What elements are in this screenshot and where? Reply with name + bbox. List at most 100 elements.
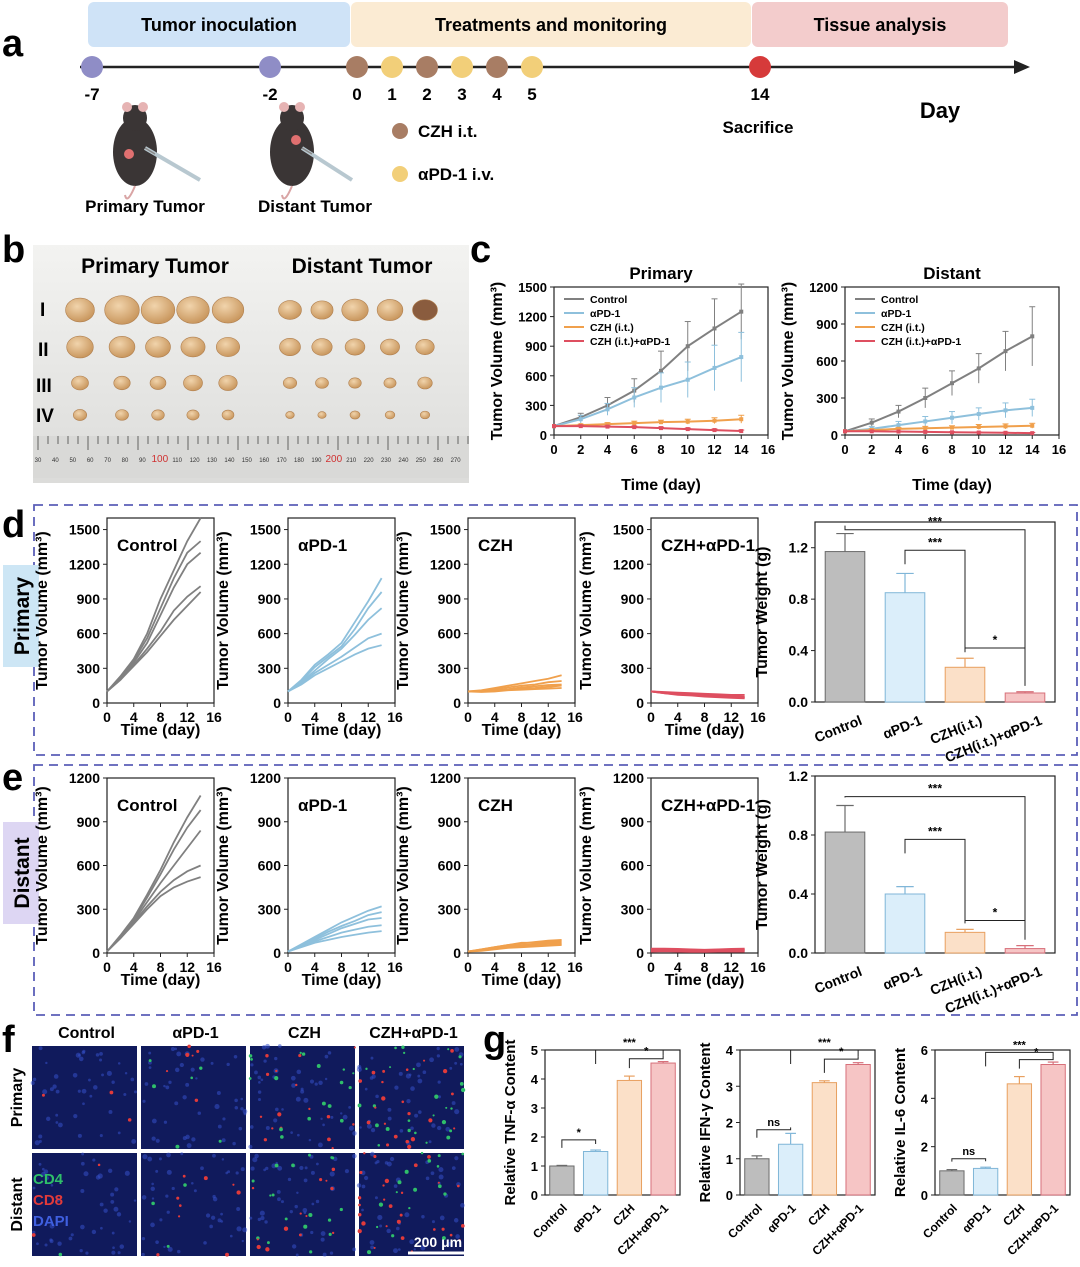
dapi-signal [329,1251,334,1255]
y-tick-label: 300 [438,901,462,917]
tumor-specimen [216,337,240,357]
dapi-signal [348,1105,352,1109]
dapi-signal [81,1050,85,1055]
tumor-specimen [140,295,176,325]
panel-b: b Primary Tumor Distant Tumor I II III I… [2,229,469,483]
cd-signal [326,1115,331,1119]
x-tick-label: 4 [130,959,138,975]
legend-label-apd1: αPD-1 i.v. [418,165,494,184]
x-axis-label: Time (day) [482,722,562,739]
cd-signal [248,1077,252,1080]
dapi-signal [226,1062,230,1067]
dapi-signal [240,1097,243,1101]
panel-letter-b: b [2,229,25,271]
chart-title: CZH [478,796,513,815]
fluorescence-grid: Control αPD-1 CZH CZH+αPD-1 Primary Distant CD… [9,1025,466,1257]
dapi-signal [83,1171,89,1177]
cd-signal [339,1080,344,1085]
dapi-signal [165,1194,169,1198]
cd-signal [191,1054,194,1057]
dapi-signal [361,1184,366,1189]
series-line [106,591,202,693]
cd-signal [361,1221,366,1226]
dapi-signal [222,1117,226,1121]
dapi-signal [55,1121,59,1124]
legend-dot-apd1 [392,166,408,182]
dapi-signal [155,1240,159,1244]
dapi-signal [167,1246,173,1252]
chart-d-czh: 0 4 8 12 16 0 300 600 900 1200 1500 Time (day) Tumor… [395,517,583,739]
cd-signal [447,1048,450,1051]
cd-signal [256,1238,259,1241]
chart-d-combo: 0 4 8 12 16 0 300 600 900 1200 1500 Time (day) Tumor… [578,517,766,739]
cd-signal [388,1204,393,1208]
dapi-signal [177,1249,181,1254]
data-point [712,365,717,370]
cd-signal [400,1191,404,1195]
dapi-signal [340,1112,343,1115]
significance-bracket [628,1055,664,1069]
series-line [845,430,1033,435]
cd-signal [458,1055,462,1059]
dapi-signal [163,1120,168,1124]
dapi-signal [322,1123,325,1127]
y-tick-label: 0 [273,695,281,711]
y-tick-label: 0 [92,945,100,961]
dapi-signal [190,1067,195,1072]
timeline-tick-label: 0 [352,85,361,104]
data-point [605,422,610,427]
ruler-ticks: 30 40 50 60 70 80 90 100 110 120 130 140 150 160 170 18… [35,436,469,465]
y-axis-label: Tumor Volume (mm³) [780,282,797,441]
data-point [923,429,928,434]
y-tick-label: 1200 [69,556,100,572]
data-point [712,428,717,433]
cd-signal [256,1244,261,1250]
cd-signal [271,1127,274,1130]
significance-bracket [595,1049,664,1064]
data-point [739,429,744,434]
cd-signal [339,1207,343,1212]
data-point [1003,430,1008,435]
series-line [553,356,742,428]
tumor-specimen [384,410,396,420]
y-tick-label: 1200 [69,770,100,786]
cd-signal [291,1163,295,1168]
dapi-signal [53,1074,59,1079]
data-point [896,426,901,431]
ruler-mark: 250 [416,458,427,464]
ruler-mark: 80 [122,458,129,464]
cd-signal [190,1076,193,1080]
dapi-signal [80,1189,85,1194]
cd-signal [366,1120,371,1125]
dapi-signal [203,1241,207,1245]
tumor-specimen [151,409,165,421]
y-tick-label: 3 [531,1101,538,1116]
timeline-tick-label: 5 [527,85,536,104]
y-tick-label: 1500 [250,522,281,538]
cd-signal [382,1069,386,1073]
data-point [712,326,717,331]
cd-signal [450,1107,453,1110]
dapi-signal [111,1231,115,1235]
x-tick-label: 0 [103,709,111,725]
dapi-signal [205,1213,211,1218]
dapi-signal [30,1081,35,1086]
dapi-signal [277,1044,282,1048]
dapi-signal [97,1173,103,1179]
x-tick-label: 8 [701,959,709,975]
fluorescence-image [359,1046,464,1149]
dapi-signal [369,1240,375,1245]
data-point [659,420,663,425]
dapi-signal [191,1181,194,1185]
tumor-specimen [71,375,89,391]
dapi-signal [455,1234,460,1239]
phase-box-tissue [752,2,1008,47]
series-line [844,406,1033,433]
dapi-signal [422,1070,427,1075]
cd-signal [407,1128,411,1133]
dapi-signal [310,1230,314,1235]
cd-signal [225,1252,229,1257]
category-label: αPD-1 [959,1201,994,1236]
data-point [712,418,717,423]
